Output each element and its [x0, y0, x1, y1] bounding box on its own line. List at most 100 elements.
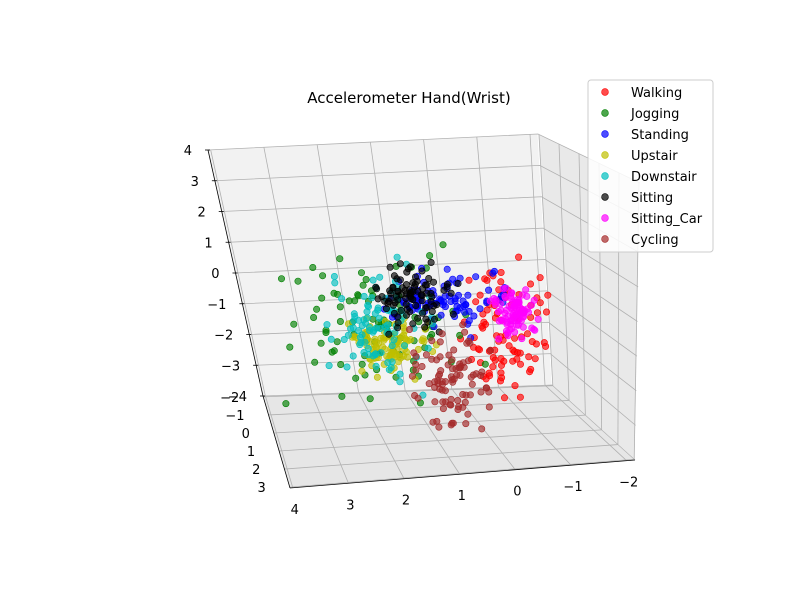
point-jogging — [328, 348, 336, 356]
point-sitting — [394, 287, 402, 295]
point-sitting-car — [501, 309, 509, 317]
point-sitting — [397, 306, 405, 314]
point-walking — [536, 299, 544, 307]
point-cycling — [478, 425, 486, 433]
point-jogging — [359, 281, 367, 289]
y-tick-label: −2 — [220, 391, 239, 406]
point-cycling — [438, 330, 446, 338]
point-upstair — [380, 334, 388, 342]
legend-marker — [601, 235, 609, 243]
point-cycling — [441, 387, 449, 395]
x-gridline-floor — [498, 386, 572, 466]
point-upstair — [402, 348, 410, 356]
x-tick-label: −1 — [563, 480, 582, 495]
point-sitting-car — [517, 317, 525, 325]
z-gridline — [235, 259, 638, 322]
point-downstair — [360, 348, 368, 356]
y-gridline-floor — [273, 414, 586, 434]
point-sitting-car — [520, 309, 528, 317]
point-upstair — [372, 343, 380, 351]
point-jogging — [336, 303, 344, 311]
point-walking — [489, 353, 497, 361]
point-cycling — [468, 380, 476, 388]
point-walking — [526, 368, 534, 376]
point-sitting — [418, 297, 426, 305]
point-walking — [511, 334, 519, 342]
point-downstair — [369, 276, 377, 284]
point-cycling — [477, 388, 485, 396]
point-downstair — [377, 349, 385, 357]
point-sitting — [454, 279, 462, 287]
x-tick-label: 0 — [513, 485, 521, 500]
point-downstair — [393, 253, 401, 261]
point-cycling — [431, 398, 439, 406]
point-sitting — [417, 291, 425, 299]
point-upstair — [371, 335, 379, 343]
z-tick-label: 2 — [197, 206, 205, 221]
point-sitting-car — [507, 294, 515, 302]
point-cycling — [485, 403, 493, 411]
point-cycling — [454, 396, 462, 404]
point-sitting-car — [518, 291, 526, 299]
y-tick-label: 0 — [242, 427, 250, 442]
point-jogging — [337, 360, 345, 368]
point-sitting — [418, 267, 426, 275]
point-cycling — [439, 405, 447, 413]
point-cycling — [459, 321, 467, 329]
point-sitting-car — [491, 300, 499, 308]
point-jogging — [277, 275, 285, 283]
x-gridline-floor — [358, 392, 405, 479]
point-standing — [437, 311, 445, 319]
point-jogging — [290, 320, 298, 328]
legend-label: Sitting — [631, 191, 673, 206]
point-walking — [540, 339, 548, 347]
point-sitting — [396, 276, 404, 284]
point-jogging — [310, 313, 318, 321]
point-sitting-car — [507, 317, 515, 325]
point-standing — [440, 298, 448, 306]
point-cycling — [464, 357, 472, 365]
point-sitting — [374, 295, 382, 303]
point-jogging — [336, 255, 344, 263]
point-downstair — [338, 295, 346, 303]
point-cycling — [437, 367, 445, 375]
point-sitting-car — [494, 308, 502, 316]
z-tick-label: 1 — [204, 236, 212, 251]
point-downstair — [358, 331, 366, 339]
point-walking — [531, 355, 539, 363]
point-sitting — [406, 308, 414, 316]
point-upstair — [419, 335, 427, 343]
point-sitting — [430, 315, 438, 323]
point-cycling — [466, 391, 474, 399]
x-gridline-floor — [264, 395, 294, 488]
point-walking — [536, 274, 544, 282]
point-jogging — [318, 294, 326, 302]
point-sitting — [428, 293, 436, 301]
x-gridline-floor — [544, 384, 627, 461]
point-jogging — [352, 374, 360, 382]
point-downstair — [372, 324, 380, 332]
point-jogging — [286, 343, 294, 351]
legend-marker — [601, 214, 609, 222]
chart-title: Accelerometer Hand(Wrist) — [307, 89, 510, 107]
point-walking — [513, 349, 521, 357]
point-sitting — [396, 260, 404, 268]
legend-marker — [601, 172, 609, 180]
point-sitting — [429, 278, 437, 286]
point-standing — [443, 265, 451, 273]
point-cycling — [459, 390, 467, 398]
point-walking — [481, 320, 489, 328]
x-gridline-floor — [311, 393, 349, 484]
point-sitting — [414, 314, 422, 322]
point-standing — [472, 273, 480, 281]
point-jogging — [338, 392, 346, 400]
point-sitting-car — [508, 325, 516, 333]
point-cycling — [446, 401, 454, 409]
point-downstair — [360, 316, 368, 324]
point-downstair — [340, 335, 348, 343]
point-standing — [476, 305, 484, 313]
y-gridline-wall — [558, 144, 570, 401]
z-tick-label: −4 — [228, 390, 247, 405]
x-gridline-wall — [316, 144, 359, 393]
